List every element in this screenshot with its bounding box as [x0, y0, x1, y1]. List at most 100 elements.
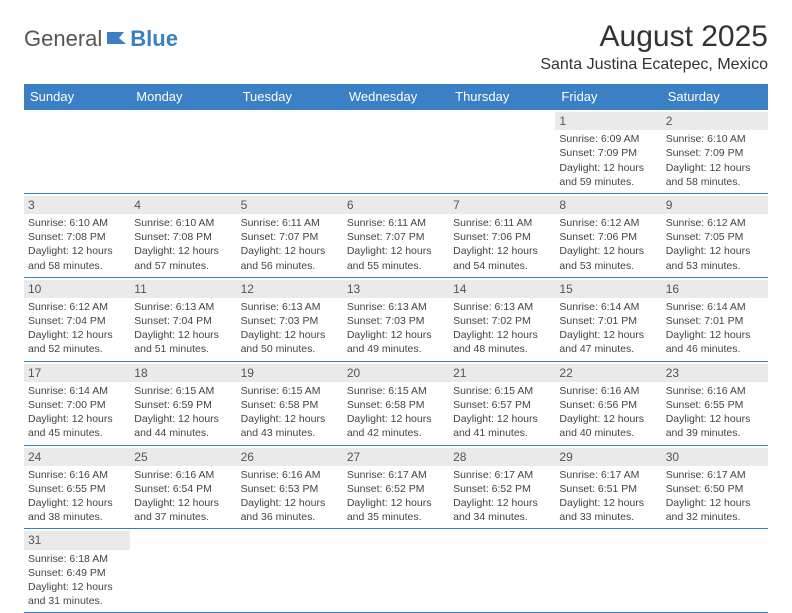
calendar-day-cell: 31Sunrise: 6:18 AMSunset: 6:49 PMDayligh…	[24, 529, 130, 613]
calendar-day-cell	[343, 529, 449, 613]
sunset-text: Sunset: 7:05 PM	[666, 230, 764, 244]
daylight-text: Daylight: 12 hours and 58 minutes.	[28, 244, 126, 272]
weekday-header: Monday	[130, 84, 236, 110]
calendar-day-cell: 3 Sunrise: 6:10 AMSunset: 7:08 PMDaylight…	[24, 193, 130, 277]
daylight-text: Daylight: 12 hours and 31 minutes.	[28, 580, 126, 608]
sunrise-text: Sunrise: 6:11 AM	[453, 216, 551, 230]
weekday-header: Friday	[555, 84, 661, 110]
day-number: 10	[24, 280, 130, 298]
weekday-header: Sunday	[24, 84, 130, 110]
sunset-text: Sunset: 7:01 PM	[666, 314, 764, 328]
sunset-text: Sunset: 7:01 PM	[559, 314, 657, 328]
sunrise-text: Sunrise: 6:13 AM	[241, 300, 339, 314]
sunset-text: Sunset: 7:08 PM	[28, 230, 126, 244]
calendar-day-cell	[662, 529, 768, 613]
day-number: 2	[662, 112, 768, 130]
sunset-text: Sunset: 7:06 PM	[453, 230, 551, 244]
sunrise-text: Sunrise: 6:10 AM	[28, 216, 126, 230]
day-number: 5	[237, 196, 343, 214]
daylight-text: Daylight: 12 hours and 44 minutes.	[134, 412, 232, 440]
day-number: 19	[237, 364, 343, 382]
calendar-day-cell: 18Sunrise: 6:15 AMSunset: 6:59 PMDayligh…	[130, 361, 236, 445]
sunset-text: Sunset: 7:04 PM	[134, 314, 232, 328]
daylight-text: Daylight: 12 hours and 37 minutes.	[134, 496, 232, 524]
calendar-day-cell: 26Sunrise: 6:16 AMSunset: 6:53 PMDayligh…	[237, 445, 343, 529]
sunset-text: Sunset: 6:50 PM	[666, 482, 764, 496]
sunrise-text: Sunrise: 6:16 AM	[134, 468, 232, 482]
calendar-week-row: 31Sunrise: 6:18 AMSunset: 6:49 PMDayligh…	[24, 529, 768, 613]
flag-icon	[106, 30, 128, 48]
sunset-text: Sunset: 7:08 PM	[134, 230, 232, 244]
calendar-day-cell	[237, 529, 343, 613]
sunset-text: Sunset: 6:58 PM	[347, 398, 445, 412]
daylight-text: Daylight: 12 hours and 47 minutes.	[559, 328, 657, 356]
sunrise-text: Sunrise: 6:15 AM	[241, 384, 339, 398]
day-number: 22	[555, 364, 661, 382]
weekday-header: Tuesday	[237, 84, 343, 110]
weekday-header: Wednesday	[343, 84, 449, 110]
calendar-day-cell: 6Sunrise: 6:11 AMSunset: 7:07 PMDaylight…	[343, 193, 449, 277]
sunrise-text: Sunrise: 6:13 AM	[134, 300, 232, 314]
calendar-day-cell: 12Sunrise: 6:13 AMSunset: 7:03 PMDayligh…	[237, 277, 343, 361]
sunrise-text: Sunrise: 6:16 AM	[559, 384, 657, 398]
daylight-text: Daylight: 12 hours and 34 minutes.	[453, 496, 551, 524]
daylight-text: Daylight: 12 hours and 42 minutes.	[347, 412, 445, 440]
sunset-text: Sunset: 7:03 PM	[241, 314, 339, 328]
day-number: 13	[343, 280, 449, 298]
day-number: 30	[662, 448, 768, 466]
sunset-text: Sunset: 6:54 PM	[134, 482, 232, 496]
daylight-text: Daylight: 12 hours and 35 minutes.	[347, 496, 445, 524]
day-number: 3	[24, 196, 130, 214]
day-number: 21	[449, 364, 555, 382]
calendar-day-cell	[237, 110, 343, 194]
weekday-header: Saturday	[662, 84, 768, 110]
sunrise-text: Sunrise: 6:11 AM	[241, 216, 339, 230]
sunset-text: Sunset: 7:07 PM	[347, 230, 445, 244]
sunrise-text: Sunrise: 6:13 AM	[347, 300, 445, 314]
calendar-day-cell: 15Sunrise: 6:14 AMSunset: 7:01 PMDayligh…	[555, 277, 661, 361]
sunset-text: Sunset: 6:49 PM	[28, 566, 126, 580]
day-number: 6	[343, 196, 449, 214]
sunrise-text: Sunrise: 6:17 AM	[666, 468, 764, 482]
daylight-text: Daylight: 12 hours and 45 minutes.	[28, 412, 126, 440]
calendar-day-cell	[449, 529, 555, 613]
day-number: 12	[237, 280, 343, 298]
calendar-day-cell	[130, 529, 236, 613]
daylight-text: Daylight: 12 hours and 43 minutes.	[241, 412, 339, 440]
sunset-text: Sunset: 6:55 PM	[28, 482, 126, 496]
daylight-text: Daylight: 12 hours and 39 minutes.	[666, 412, 764, 440]
sunrise-text: Sunrise: 6:12 AM	[559, 216, 657, 230]
sunset-text: Sunset: 7:00 PM	[28, 398, 126, 412]
logo-text-blue: Blue	[130, 26, 178, 52]
day-number: 31	[24, 531, 130, 549]
calendar-day-cell: 30Sunrise: 6:17 AMSunset: 6:50 PMDayligh…	[662, 445, 768, 529]
daylight-text: Daylight: 12 hours and 49 minutes.	[347, 328, 445, 356]
sunset-text: Sunset: 7:07 PM	[241, 230, 339, 244]
sunset-text: Sunset: 6:59 PM	[134, 398, 232, 412]
daylight-text: Daylight: 12 hours and 41 minutes.	[453, 412, 551, 440]
calendar-day-cell: 14Sunrise: 6:13 AMSunset: 7:02 PMDayligh…	[449, 277, 555, 361]
calendar-header-row: SundayMondayTuesdayWednesdayThursdayFrid…	[24, 84, 768, 110]
sunset-text: Sunset: 7:06 PM	[559, 230, 657, 244]
calendar-day-cell: 2Sunrise: 6:10 AMSunset: 7:09 PMDaylight…	[662, 110, 768, 194]
daylight-text: Daylight: 12 hours and 48 minutes.	[453, 328, 551, 356]
sunset-text: Sunset: 6:55 PM	[666, 398, 764, 412]
day-number: 4	[130, 196, 236, 214]
day-number: 24	[24, 448, 130, 466]
daylight-text: Daylight: 12 hours and 58 minutes.	[666, 161, 764, 189]
sunrise-text: Sunrise: 6:17 AM	[453, 468, 551, 482]
sunrise-text: Sunrise: 6:14 AM	[28, 384, 126, 398]
day-number: 7	[449, 196, 555, 214]
sunrise-text: Sunrise: 6:10 AM	[666, 132, 764, 146]
daylight-text: Daylight: 12 hours and 38 minutes.	[28, 496, 126, 524]
sunrise-text: Sunrise: 6:17 AM	[559, 468, 657, 482]
sunset-text: Sunset: 7:03 PM	[347, 314, 445, 328]
calendar-day-cell: 22Sunrise: 6:16 AMSunset: 6:56 PMDayligh…	[555, 361, 661, 445]
day-number: 23	[662, 364, 768, 382]
day-number: 1	[555, 112, 661, 130]
calendar-day-cell	[449, 110, 555, 194]
sunrise-text: Sunrise: 6:12 AM	[28, 300, 126, 314]
calendar-day-cell: 21Sunrise: 6:15 AMSunset: 6:57 PMDayligh…	[449, 361, 555, 445]
daylight-text: Daylight: 12 hours and 59 minutes.	[559, 161, 657, 189]
daylight-text: Daylight: 12 hours and 53 minutes.	[559, 244, 657, 272]
